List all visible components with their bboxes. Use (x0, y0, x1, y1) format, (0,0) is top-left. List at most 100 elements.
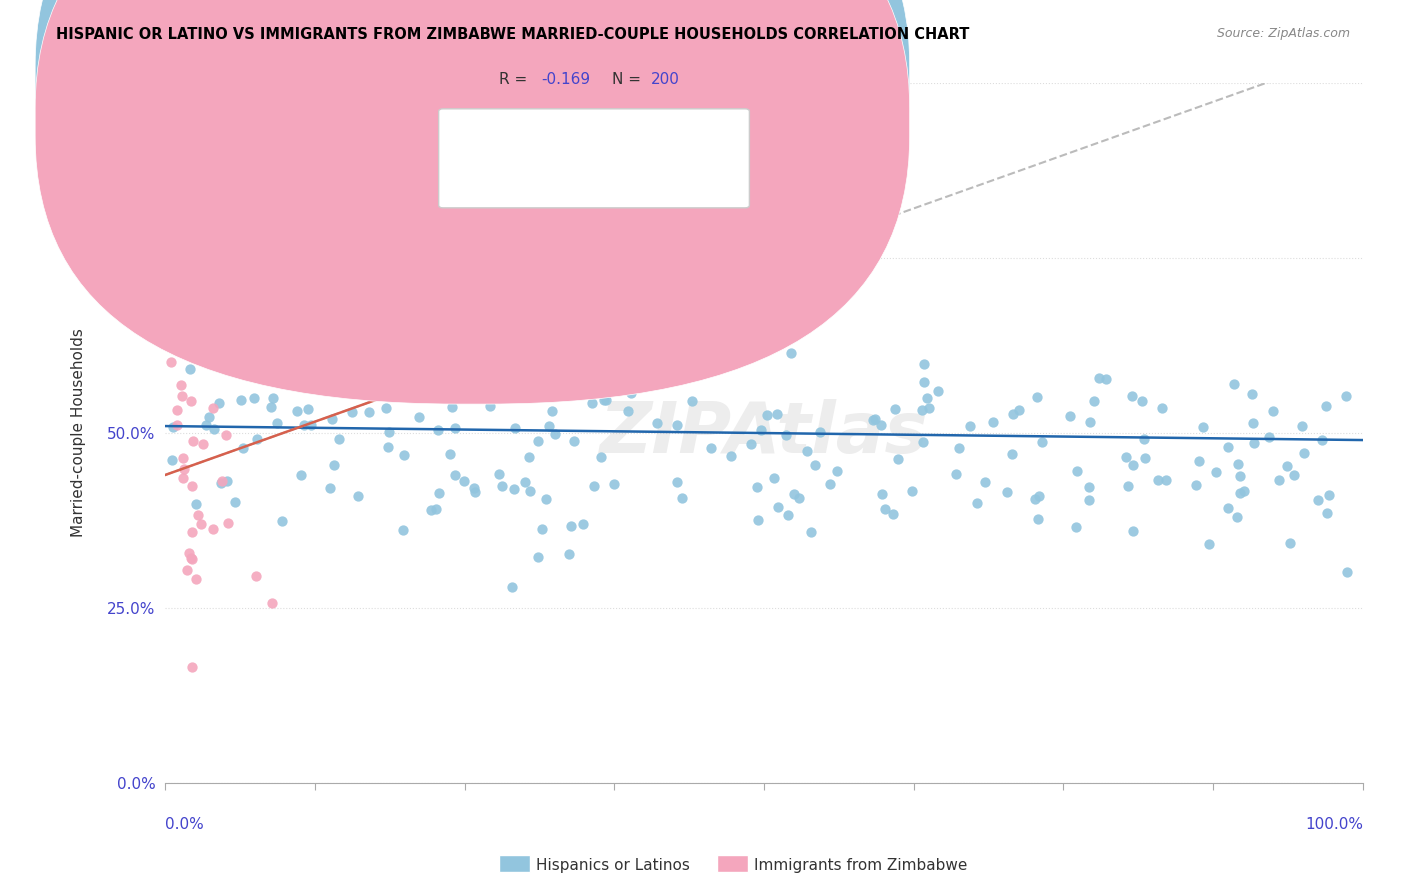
Point (181, 434, 204, 448)
Point (186, 572, 208, 586)
Point (172, 471, 194, 485)
Point (1284, 467, 1306, 482)
Point (463, 481, 485, 495)
Point (180, 479, 202, 493)
Point (231, 392, 253, 407)
Point (583, 479, 606, 493)
Point (1241, 387, 1264, 401)
Point (1223, 376, 1246, 391)
Point (665, 475, 688, 489)
Point (190, 352, 212, 367)
Text: Source: ZipAtlas.com: Source: ZipAtlas.com (1216, 27, 1350, 40)
Text: 200: 200 (651, 72, 681, 87)
Point (1205, 465, 1227, 479)
Point (766, 407, 789, 421)
Point (290, 467, 312, 482)
Point (671, 491, 693, 505)
Point (747, 513, 769, 527)
Point (166, 417, 188, 432)
Point (359, 405, 381, 419)
Point (973, 475, 995, 489)
Point (544, 374, 567, 388)
Point (927, 384, 949, 398)
Point (1334, 389, 1357, 403)
Point (1001, 447, 1024, 461)
Point (394, 448, 416, 462)
Point (900, 484, 922, 499)
Point (1121, 389, 1143, 403)
Point (201, 260, 224, 275)
Point (211, 475, 233, 489)
Point (1229, 485, 1251, 500)
Point (550, 318, 572, 332)
Point (202, 401, 225, 416)
Point (201, 522, 224, 536)
Text: N =: N = (612, 115, 645, 129)
Point (1336, 565, 1358, 579)
Point (1026, 512, 1049, 526)
Point (749, 424, 772, 438)
Point (720, 449, 742, 463)
Point (1116, 479, 1139, 493)
Point (572, 516, 595, 531)
Point (260, 401, 283, 415)
Point (181, 659, 204, 673)
Point (769, 292, 792, 306)
Point (371, 386, 394, 401)
Point (875, 501, 897, 516)
Point (1229, 469, 1251, 483)
Point (163, 326, 186, 341)
Text: 0.0%: 0.0% (165, 817, 204, 832)
Point (420, 503, 443, 517)
Point (1316, 506, 1339, 520)
Point (519, 450, 541, 465)
Point (1130, 393, 1153, 408)
Point (174, 310, 197, 324)
Point (209, 199, 232, 213)
Point (1008, 402, 1031, 417)
Point (917, 391, 939, 405)
Point (530, 522, 553, 536)
Point (763, 471, 786, 485)
Point (796, 443, 818, 458)
Point (174, 254, 197, 268)
Point (862, 413, 884, 427)
Point (245, 568, 267, 582)
Point (1232, 483, 1254, 498)
Point (800, 525, 823, 540)
Point (283, 378, 305, 392)
FancyBboxPatch shape (35, 0, 910, 404)
Point (456, 387, 478, 401)
Point (298, 310, 321, 325)
Point (173, 462, 195, 476)
Point (340, 405, 363, 419)
Point (297, 402, 319, 417)
FancyBboxPatch shape (35, 0, 910, 361)
Point (488, 467, 510, 482)
Text: Immigrants from Zimbabwe: Immigrants from Zimbabwe (754, 858, 967, 872)
Point (501, 580, 523, 594)
Point (1078, 415, 1101, 429)
Point (1191, 419, 1213, 434)
Text: N =: N = (612, 72, 645, 87)
Point (1306, 492, 1329, 507)
Point (1216, 501, 1239, 516)
Point (1031, 435, 1053, 450)
Point (543, 427, 565, 442)
Point (224, 494, 246, 508)
Point (163, 282, 186, 296)
Point (595, 392, 617, 407)
Point (503, 482, 526, 496)
Point (1241, 416, 1264, 430)
Point (681, 393, 703, 408)
Point (1258, 429, 1281, 443)
Point (262, 391, 284, 405)
Point (515, 475, 537, 490)
Point (538, 419, 561, 434)
Point (180, 393, 202, 408)
Point (912, 375, 935, 389)
Point (160, 452, 183, 467)
Point (1028, 489, 1050, 503)
Point (177, 546, 200, 560)
Point (444, 467, 467, 482)
